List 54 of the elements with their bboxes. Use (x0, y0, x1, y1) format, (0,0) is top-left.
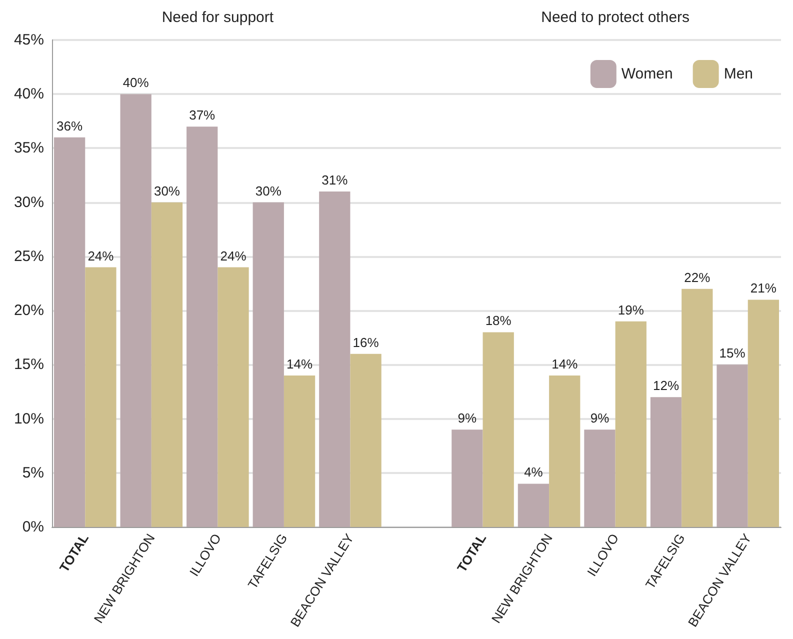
legend-label: Women (621, 66, 673, 82)
bar (452, 430, 483, 527)
data-label: 24% (220, 248, 247, 264)
bar (518, 484, 550, 527)
data-label: 18% (485, 313, 512, 328)
data-label: 4% (524, 464, 544, 480)
bar (284, 375, 316, 527)
data-label: 30% (154, 183, 180, 198)
y-tick-label: 35% (14, 140, 44, 157)
data-label: 15% (719, 346, 746, 361)
data-label: 21% (750, 280, 777, 296)
bar (615, 321, 646, 527)
data-label: 9% (458, 410, 478, 426)
bar (252, 202, 284, 527)
bar (218, 267, 249, 527)
bar (716, 364, 748, 527)
data-label: 9% (590, 410, 610, 426)
y-tick-label: 20% (14, 302, 44, 320)
data-label: 36% (56, 118, 84, 134)
data-label: 31% (322, 172, 348, 188)
y-tick-label: 0% (22, 518, 44, 536)
bar (748, 300, 780, 527)
bar (584, 430, 616, 527)
data-label: 16% (352, 334, 380, 350)
text: Need for support (162, 9, 274, 26)
bar (186, 126, 218, 527)
data-label: 30% (255, 183, 282, 198)
bar (120, 94, 152, 527)
y-tick-label: 25% (14, 248, 44, 265)
data-label: 37% (189, 108, 216, 123)
text: Need to protect others (541, 9, 690, 26)
bar (650, 397, 682, 527)
bar (682, 288, 713, 527)
data-label: 19% (618, 302, 644, 318)
y-tick-label: 15% (14, 356, 44, 374)
data-label: 22% (684, 270, 711, 285)
data-label: 12% (653, 378, 680, 394)
bar (482, 332, 514, 527)
data-label: 24% (88, 248, 114, 264)
data-label: 14% (552, 356, 578, 372)
bar (319, 192, 350, 527)
data-label: 14% (286, 356, 313, 372)
bar (350, 354, 382, 527)
y-tick-label: 45% (14, 32, 44, 48)
y-tick-label: 5% (22, 464, 44, 482)
bar (151, 202, 183, 527)
bar (54, 137, 86, 527)
y-tick-label: 30% (14, 194, 44, 211)
bar (85, 267, 116, 527)
y-tick-label: 10% (14, 410, 44, 428)
data-label: 40% (122, 75, 150, 90)
y-tick-label: 40% (14, 86, 44, 103)
bar (549, 375, 580, 527)
legend-label: Men (724, 66, 754, 82)
